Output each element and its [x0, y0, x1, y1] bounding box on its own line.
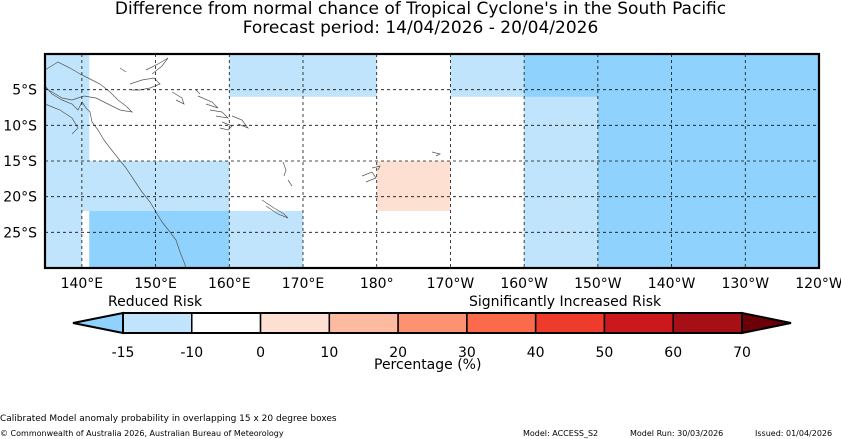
- map-frame: [43, 52, 821, 270]
- reduced-risk-label: Reduced Risk: [108, 294, 203, 310]
- coastline-samoa: [431, 151, 442, 157]
- colorbar-segment-4: [397, 312, 468, 334]
- colorbar-tick-6: 40: [527, 345, 545, 361]
- colorbar-tick-9: 70: [733, 345, 751, 361]
- footer-issued: Issued: 01/04/2026: [755, 429, 833, 438]
- coastline-solomons-1: [197, 95, 219, 109]
- coastline-bougainville: [171, 91, 185, 105]
- coastline-new-ireland: [145, 57, 169, 75]
- coastline-islet-1: [119, 67, 127, 73]
- colorbar-segment-8: [672, 312, 743, 334]
- increased-risk-label: Significantly Increased Risk: [469, 294, 662, 310]
- coastline-new-guinea: [44, 61, 134, 113]
- colorbar-tick-2: 0: [256, 345, 265, 361]
- coastline-new-britain: [129, 77, 161, 91]
- coastline-fiji-1: [361, 171, 377, 183]
- risk-region-6: [376, 161, 451, 211]
- footer-model-run: Model Run: 30/03/2026: [630, 429, 724, 438]
- colorbar-axis-label: Percentage (%): [374, 357, 482, 373]
- lon-label-1: 150°E: [134, 276, 177, 292]
- coastline-islet-2: [195, 89, 201, 95]
- lat-label-4: 25°S: [3, 225, 37, 241]
- coastline-australia: [44, 85, 187, 269]
- lon-label-3: 170°E: [282, 276, 325, 292]
- colorbar-tick-labels: -15 -10 0 10 20 30 40 50 60 70: [112, 345, 751, 361]
- coastline-solomons-4: [219, 121, 233, 131]
- lat-label-0: 5°S: [12, 83, 37, 99]
- coastline-vanuatu-1: [282, 161, 287, 177]
- graticule: [45, 54, 819, 268]
- coastline-solomons-2: [209, 109, 230, 119]
- lon-label-7: 150°W: [574, 276, 622, 292]
- colorbar-segment-5: [466, 312, 537, 334]
- risk-region-7: [450, 54, 525, 97]
- forecast-period-subtitle: Forecast period: 14/04/2026 - 20/04/2026: [242, 18, 599, 38]
- footer-note: Calibrated Model anomaly probability in …: [0, 414, 337, 424]
- colorbar-tick-1: -10: [180, 345, 203, 361]
- longitude-labels: 140°E 150°E 160°E 170°E 180° 170°W 160°W 150°W 1…: [61, 276, 841, 292]
- coastline-vanuatu-2: [287, 179, 293, 187]
- lon-label-5: 170°W: [427, 276, 475, 292]
- lon-label-2: 160°E: [208, 276, 251, 292]
- colorbar-tick-8: 60: [664, 345, 682, 361]
- coastline-solomons-3: [231, 115, 250, 129]
- colorbar-segment-3: [328, 312, 399, 334]
- colorbar-under-arrow: [72, 311, 124, 335]
- lon-label-0: 140°E: [61, 276, 104, 292]
- colorbar: [72, 311, 792, 335]
- colorbar-tick-3: 10: [320, 345, 338, 361]
- footer-copyright: © Commonwealth of Australia 2026, Austra…: [0, 429, 284, 438]
- colorbar-tick-5: 30: [458, 345, 476, 361]
- lat-label-2: 15°S: [3, 154, 37, 170]
- colorbar-tick-4: 20: [389, 345, 407, 361]
- coastline-gulf-carpentaria: [44, 103, 79, 135]
- lon-label-8: 140°W: [648, 276, 696, 292]
- colorbar-segment-6: [534, 312, 606, 334]
- colorbar-tick-0: -15: [112, 345, 135, 361]
- colorbar-over-arrow: [741, 311, 792, 335]
- colorbar-segment-0: [122, 312, 193, 334]
- lon-label-4: 180°: [360, 276, 394, 292]
- lat-label-3: 20°S: [3, 190, 37, 206]
- colorbar-segment-2: [259, 312, 331, 334]
- risk-region-3: [89, 210, 230, 268]
- footer-model: Model: ACCESS_S2: [523, 429, 599, 438]
- colorbar-segment-1: [191, 312, 262, 334]
- colorbar-frame: [122, 312, 743, 334]
- coastlines: [44, 57, 442, 269]
- colorbar-tick-7: 50: [596, 345, 614, 361]
- lat-label-1: 10°S: [3, 118, 37, 134]
- coastline-fiji-2: [371, 165, 381, 171]
- latitude-labels: 5°S 10°S 15°S 20°S 25°S: [3, 83, 37, 242]
- risk-region-4: [229, 210, 303, 268]
- lon-label-9: 130°W: [721, 276, 769, 292]
- lon-label-6: 160°W: [500, 276, 548, 292]
- map-title: Difference from normal chance of Tropica…: [114, 0, 727, 19]
- lon-label-10: 120°W: [795, 276, 841, 292]
- colorbar-segment-7: [603, 312, 674, 334]
- coastline-new-caledonia: [261, 199, 289, 219]
